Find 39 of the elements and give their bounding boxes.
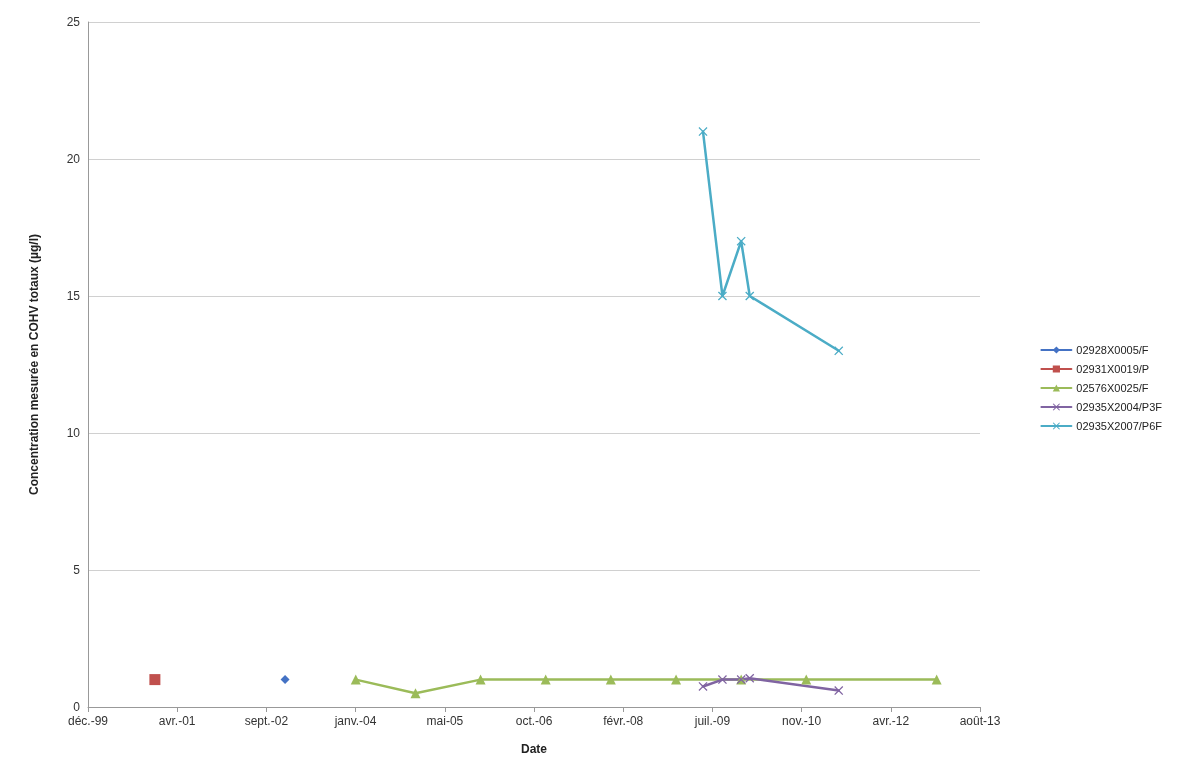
y-tick-label: 10	[66, 426, 81, 440]
point	[931, 674, 942, 685]
y-axis-title: Concentration mesurée en COHV totaux (µg/l)	[27, 234, 41, 495]
x-tick-label: déc.-99	[67, 714, 109, 728]
y-tick-label: 25	[66, 15, 81, 29]
point	[410, 688, 421, 699]
x-tick-label: juil.-09	[693, 714, 731, 728]
x-axis-title: Date	[520, 742, 548, 756]
point	[717, 291, 727, 301]
point	[540, 674, 551, 685]
legend-label: 02576X0025/F	[1076, 382, 1149, 394]
point	[671, 674, 682, 685]
legend-label: 02935X2007/P6F	[1076, 420, 1163, 432]
y-tick-label: 20	[66, 152, 81, 166]
legend-label: 02928X0005/F	[1076, 344, 1149, 356]
point	[280, 675, 290, 685]
x-tick-label: févr.-08	[603, 714, 644, 728]
x-tick-label: oct.-06	[515, 714, 553, 728]
point	[801, 674, 812, 685]
legend-label: 02935X2004/P3F	[1076, 401, 1163, 413]
x-tick-label: nov.-10	[782, 714, 822, 728]
point	[149, 674, 161, 686]
y-tick-label: 0	[73, 700, 81, 714]
point	[745, 291, 755, 301]
y-tick-label: 5	[73, 563, 81, 577]
point	[834, 686, 844, 696]
point	[475, 674, 486, 685]
x-tick-label: avr.-12	[872, 714, 910, 728]
x-tick-label: août-13	[959, 714, 1001, 728]
point	[698, 681, 708, 691]
x-tick-label: mai-05	[426, 714, 464, 728]
point	[605, 674, 616, 685]
point	[350, 674, 361, 685]
point	[698, 127, 708, 137]
x-tick-label: avr.-01	[158, 714, 196, 728]
y-tick-label: 15	[66, 289, 81, 303]
x-tick-label: sept.-02	[244, 714, 289, 728]
legend-label: 02931X0019/P	[1076, 363, 1150, 375]
x-tick-label: janv.-04	[333, 714, 377, 728]
